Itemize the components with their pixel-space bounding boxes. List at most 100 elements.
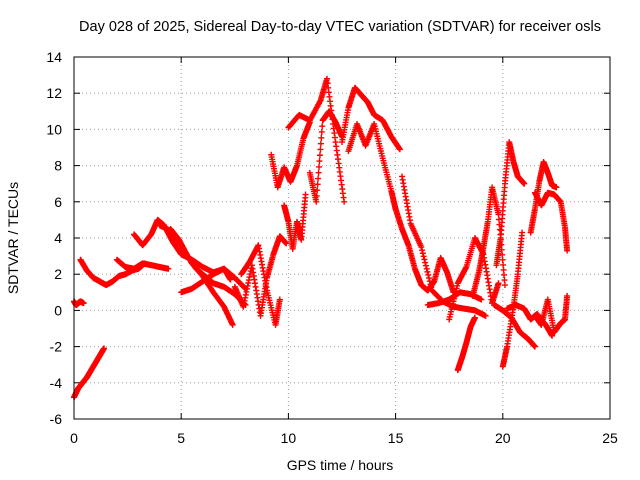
grid-lines bbox=[74, 57, 610, 419]
data-point bbox=[564, 292, 571, 299]
data-point bbox=[471, 314, 478, 321]
data-point bbox=[422, 259, 429, 266]
data-series-arc-24 bbox=[499, 229, 526, 370]
y-axis-label: SDTVAR / TECUs bbox=[5, 182, 21, 294]
x-axis-label: GPS time / hours bbox=[287, 457, 394, 473]
data-point bbox=[283, 240, 290, 247]
y-tick-label: -2 bbox=[50, 339, 63, 355]
data-point bbox=[423, 265, 430, 272]
data-point bbox=[229, 321, 236, 328]
data-point bbox=[317, 146, 324, 153]
data-point bbox=[314, 181, 321, 188]
data-point bbox=[318, 128, 325, 135]
data-point bbox=[422, 262, 429, 269]
data-series-arc-29 bbox=[531, 292, 571, 336]
y-tick-label: 10 bbox=[46, 121, 62, 137]
x-tick-labels: 0 5 10 15 20 25 bbox=[70, 430, 618, 446]
chart-title: Day 028 of 2025, Sidereal Day-to-day VTE… bbox=[79, 19, 601, 35]
y-tick-label: -6 bbox=[50, 411, 63, 427]
x-tick-label: 25 bbox=[602, 430, 618, 446]
data-point bbox=[495, 280, 502, 287]
y-tick-label: 14 bbox=[46, 49, 62, 65]
data-point bbox=[421, 256, 428, 263]
data-points bbox=[71, 75, 571, 401]
data-series-arc-28 bbox=[531, 189, 571, 254]
data-point bbox=[501, 277, 508, 284]
y-tick-label: 4 bbox=[54, 230, 62, 246]
x-tick-label: 20 bbox=[495, 430, 511, 446]
data-point bbox=[419, 250, 426, 257]
data-series-arc-11 bbox=[268, 119, 313, 191]
data-point bbox=[531, 343, 538, 350]
data-point bbox=[317, 140, 324, 147]
data-point bbox=[227, 276, 234, 283]
data-series-arc-14 bbox=[306, 108, 345, 205]
data-point bbox=[313, 192, 320, 199]
x-tick-label: 0 bbox=[70, 430, 78, 446]
data-series-arc-7 bbox=[167, 225, 249, 308]
data-point bbox=[482, 312, 489, 319]
data-point bbox=[314, 187, 321, 194]
data-point bbox=[302, 191, 309, 198]
plot-frame bbox=[73, 56, 611, 420]
data-point bbox=[316, 158, 323, 165]
data-point bbox=[500, 261, 507, 268]
data-point bbox=[316, 163, 323, 170]
data-point bbox=[427, 281, 434, 288]
data-point bbox=[478, 296, 485, 303]
data-series-arc-1 bbox=[71, 345, 108, 401]
data-point bbox=[418, 244, 425, 251]
data-series-arc-21 bbox=[454, 314, 478, 374]
data-point bbox=[501, 271, 508, 278]
data-point bbox=[426, 278, 433, 285]
data-series-arc-25 bbox=[491, 301, 538, 350]
data-series-arc-27 bbox=[527, 158, 560, 236]
data-series-arc-4 bbox=[113, 256, 172, 272]
data-series-arc-23 bbox=[493, 139, 528, 269]
data-point bbox=[424, 268, 431, 275]
data-series-arc-3 bbox=[77, 256, 148, 289]
data-point bbox=[276, 296, 283, 303]
y-tick-labels: -6 -4 -2 0 2 4 6 8 10 12 14 bbox=[46, 49, 62, 427]
data-point bbox=[101, 345, 108, 352]
data-point bbox=[499, 256, 506, 263]
data-point bbox=[564, 247, 571, 254]
data-series-arc-16 bbox=[345, 120, 399, 213]
data-point bbox=[341, 198, 348, 205]
x-tick-label: 5 bbox=[177, 430, 185, 446]
data-point bbox=[549, 332, 556, 339]
data-point bbox=[165, 265, 172, 272]
data-point bbox=[316, 152, 323, 159]
data-point bbox=[318, 134, 325, 141]
data-point bbox=[396, 146, 403, 153]
data-point bbox=[315, 169, 322, 176]
x-tick-label: 15 bbox=[388, 430, 404, 446]
data-series-arc-12 bbox=[281, 191, 309, 252]
data-point bbox=[428, 284, 435, 291]
data-point bbox=[319, 123, 326, 130]
x-tick-label: 10 bbox=[281, 430, 297, 446]
data-series-arc-13 bbox=[285, 75, 348, 205]
data-point bbox=[80, 300, 87, 307]
data-point bbox=[553, 184, 560, 191]
data-series-arc-10 bbox=[238, 242, 283, 328]
data-series-arc-8 bbox=[178, 265, 249, 296]
y-tick-label: 2 bbox=[54, 266, 62, 282]
y-tick-label: 12 bbox=[46, 85, 62, 101]
data-point bbox=[420, 253, 427, 260]
data-point bbox=[500, 266, 507, 273]
y-tick-label: 8 bbox=[54, 158, 62, 174]
data-point bbox=[419, 247, 426, 254]
data-point bbox=[315, 175, 322, 182]
data-point bbox=[501, 282, 508, 289]
data-series-arc-15 bbox=[339, 84, 403, 153]
data-point bbox=[495, 216, 502, 223]
data-point bbox=[425, 275, 432, 282]
data-point bbox=[521, 180, 528, 187]
data-point bbox=[313, 198, 320, 205]
data-series-arc-22 bbox=[469, 184, 508, 299]
data-point bbox=[425, 271, 432, 278]
data-point bbox=[519, 229, 526, 236]
data-series-arc-17 bbox=[392, 206, 457, 296]
